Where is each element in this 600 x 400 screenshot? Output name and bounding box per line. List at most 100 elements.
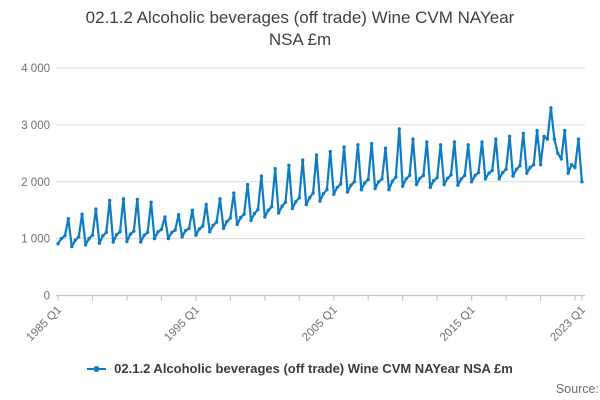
chart-canvas: 0 1 000 2 000 3 000 4 000 1985 Q1 1995 Q1 2005 … xyxy=(21,63,588,344)
series-marker xyxy=(59,236,64,241)
series-marker xyxy=(297,196,301,200)
series-marker xyxy=(256,207,260,212)
series-marker xyxy=(280,204,284,208)
series-marker xyxy=(214,220,219,224)
series-marker xyxy=(425,140,429,144)
series-marker xyxy=(501,170,505,175)
series-marker xyxy=(452,140,457,144)
series-marker xyxy=(245,182,250,187)
series-marker xyxy=(463,173,467,178)
series-marker xyxy=(283,200,288,204)
series-marker xyxy=(518,164,522,168)
series-marker xyxy=(194,233,198,237)
series-marker xyxy=(473,173,477,178)
series-marker xyxy=(370,141,374,146)
chart-title: 02.1.2 Alcoholic beverages (off trade) W… xyxy=(0,7,600,52)
series-marker xyxy=(414,182,419,187)
series-marker xyxy=(535,128,539,133)
series-marker xyxy=(190,208,195,212)
series-marker xyxy=(232,191,236,195)
series-marker xyxy=(73,238,77,242)
series-marker xyxy=(83,243,88,247)
series-marker xyxy=(197,227,201,231)
series-marker xyxy=(363,181,367,185)
x-axis-tick-label: 2023 Q1 xyxy=(548,304,588,344)
series-marker xyxy=(576,137,581,141)
series-marker xyxy=(459,177,463,181)
series-marker xyxy=(63,234,67,238)
series-marker xyxy=(242,212,246,216)
series-marker xyxy=(342,145,346,149)
series-marker xyxy=(401,184,405,188)
x-axis-tick-label: 2005 Q1 xyxy=(300,304,340,344)
series-marker xyxy=(239,215,243,220)
series-marker xyxy=(390,179,395,183)
series-marker xyxy=(407,173,412,178)
series-marker xyxy=(249,218,253,223)
series-marker xyxy=(56,242,60,246)
series-marker xyxy=(139,240,143,244)
series-marker xyxy=(225,219,229,224)
series-marker xyxy=(387,188,391,192)
series-marker xyxy=(304,202,308,207)
series-marker xyxy=(528,165,532,170)
series-marker xyxy=(325,188,329,192)
y-axis-tick-label: 1 000 xyxy=(21,234,50,246)
series-marker xyxy=(335,185,339,190)
series-marker xyxy=(521,131,525,136)
series-marker xyxy=(314,153,319,157)
series-marker xyxy=(80,212,84,216)
series-marker xyxy=(128,232,133,236)
series-marker xyxy=(328,149,332,154)
legend-label: 02.1.2 Alcoholic beverages (off trade) W… xyxy=(114,361,513,376)
series-marker xyxy=(525,171,529,175)
series-marker xyxy=(476,170,481,175)
series-marker xyxy=(152,236,157,241)
series-marker xyxy=(252,211,257,216)
series-marker xyxy=(201,224,205,228)
series-marker xyxy=(376,180,381,184)
series-marker xyxy=(383,146,388,150)
series-marker xyxy=(166,236,170,241)
series-marker xyxy=(480,140,484,144)
series-marker xyxy=(94,207,98,211)
series-marker xyxy=(90,233,95,237)
series-marker xyxy=(66,217,71,221)
series-marker xyxy=(445,176,450,180)
x-axis-tick-label: 1985 Q1 xyxy=(24,304,64,344)
series-marker xyxy=(456,183,460,187)
series-marker xyxy=(566,171,570,175)
series-marker xyxy=(487,171,491,175)
series-marker xyxy=(483,177,488,181)
series-marker xyxy=(507,134,512,138)
series-marker xyxy=(569,163,574,167)
legend: 02.1.2 Alcoholic beverages (off trade) W… xyxy=(0,361,600,376)
series-marker xyxy=(552,137,557,141)
series-marker xyxy=(235,222,239,227)
series-marker xyxy=(397,127,401,131)
series-marker xyxy=(504,167,508,171)
series-marker xyxy=(163,215,167,219)
series-marker xyxy=(301,158,305,162)
series-marker xyxy=(411,137,415,141)
y-axis-tick-label: 2 000 xyxy=(21,177,50,189)
series-marker xyxy=(380,177,384,181)
series-marker xyxy=(511,174,515,178)
series-marker xyxy=(418,176,422,180)
series-marker xyxy=(466,143,470,147)
series-marker xyxy=(545,137,550,141)
legend-item[interactable]: 02.1.2 Alcoholic beverages (off trade) W… xyxy=(87,361,513,376)
source-label: Source: xyxy=(555,382,599,396)
chart-title-line2: NSA £m xyxy=(268,30,332,50)
series-marker xyxy=(266,208,270,212)
series-marker xyxy=(432,178,436,183)
series-marker xyxy=(270,205,274,209)
series-marker xyxy=(573,165,577,170)
series-marker xyxy=(221,226,226,231)
series-marker xyxy=(556,151,560,155)
series-marker xyxy=(494,137,498,141)
series-marker xyxy=(559,157,563,161)
series-marker xyxy=(449,173,453,177)
series-marker xyxy=(132,229,136,233)
series-marker xyxy=(311,191,315,195)
